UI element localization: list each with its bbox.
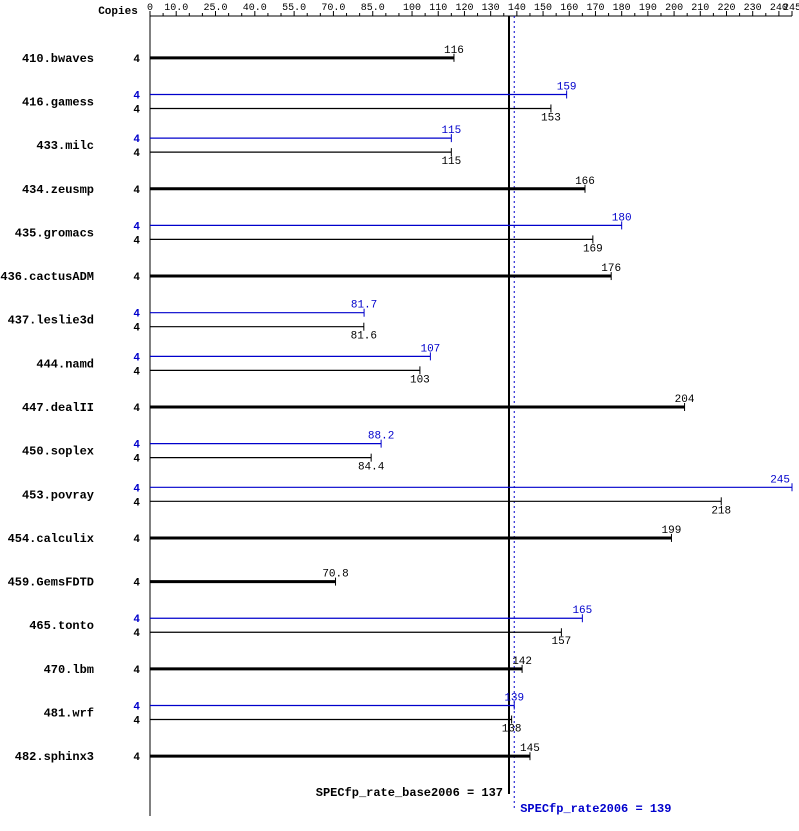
x-tick-label: 25.0 [204,3,228,14]
benchmark-label: 481.wrf [44,707,94,721]
ref-base-label: SPECfp_rate_base2006 = 137 [316,786,503,800]
base-bar-value: 84.4 [358,462,385,474]
x-tick-label: 190 [639,3,657,14]
x-tick-label: 230 [744,3,762,14]
base-bar-value: 142 [512,656,532,668]
x-tick-label: 55.0 [282,3,306,14]
copies-base: 4 [133,403,140,415]
benchmark-label: 453.povray [22,488,94,502]
base-bar-value: 70.8 [322,569,348,581]
base-bar-value: 169 [583,243,603,255]
peak-bar-value: 159 [557,81,577,93]
x-tick-label: 120 [455,3,473,14]
x-tick-label: 245 [783,3,799,14]
copies-peak: 4 [133,134,140,146]
base-bar-value: 115 [441,156,461,168]
base-bar-value: 204 [675,394,695,406]
x-tick-label: 10.0 [164,3,188,14]
base-bar-value: 166 [575,176,595,188]
base-bar-value: 145 [520,743,540,755]
copies-base: 4 [133,185,140,197]
copies-header: Copies [98,6,138,18]
benchmark-label: 437.leslie3d [8,314,94,328]
base-bar-value: 218 [711,505,731,517]
x-tick-label: 150 [534,3,552,14]
x-tick-label: 110 [429,3,447,14]
copies-peak: 4 [133,309,140,321]
x-tick-label: 130 [482,3,500,14]
benchmark-label: 465.tonto [29,619,94,633]
x-tick-label: 200 [665,3,683,14]
peak-bar-value: 165 [572,605,592,617]
ref-peak-label: SPECfp_rate2006 = 139 [520,802,671,816]
benchmark-label: 416.gamess [22,95,94,109]
benchmark-label: 436.cactusADM [0,270,94,284]
copies-peak: 4 [133,352,140,364]
base-bar-value: 81.6 [351,331,377,343]
peak-bar-value: 245 [770,474,790,486]
copies-base: 4 [133,454,140,466]
x-tick-label: 170 [586,3,604,14]
x-tick-label: 160 [560,3,578,14]
x-tick-label: 180 [613,3,631,14]
x-tick-label: 0 [147,3,153,14]
copies-base: 4 [133,534,140,546]
copies-base: 4 [133,323,140,335]
copies-peak: 4 [133,702,140,714]
copies-base: 4 [133,716,140,728]
copies-peak: 4 [133,483,140,495]
x-tick-label: 40.0 [243,3,267,14]
benchmark-label: 454.calculix [8,532,94,546]
benchmark-label: 482.sphinx3 [15,750,94,764]
peak-bar-value: 88.2 [368,431,394,443]
copies-base: 4 [133,578,140,590]
x-tick-label: 210 [691,3,709,14]
copies-base: 4 [133,366,140,378]
base-bar-value: 138 [502,724,522,736]
copies-base: 4 [133,752,140,764]
copies-peak: 4 [133,221,140,233]
copies-base: 4 [133,628,140,640]
copies-base: 4 [133,497,140,509]
peak-bar-value: 107 [420,343,440,355]
x-tick-label: 85.0 [361,3,385,14]
base-bar-value: 157 [551,636,571,648]
chart-background [0,0,799,831]
copies-base: 4 [133,148,140,160]
benchmark-label: 435.gromacs [15,226,94,240]
x-tick-label: 70.0 [321,3,345,14]
copies-peak: 4 [133,440,140,452]
x-tick-label: 140 [508,3,526,14]
benchmark-label: 450.soplex [22,445,94,459]
base-bar-value: 176 [601,263,621,275]
copies-base: 4 [133,272,140,284]
benchmark-label: 410.bwaves [22,52,94,66]
base-bar-value: 103 [410,374,430,386]
copies-base: 4 [133,104,140,116]
base-bar-value: 153 [541,112,561,124]
benchmark-label: 434.zeusmp [22,183,94,197]
peak-bar-value: 180 [612,212,632,224]
benchmark-label: 470.lbm [44,663,94,677]
peak-bar-value: 115 [441,125,461,137]
base-bar-value: 199 [662,525,682,537]
benchmark-label: 444.namd [36,357,94,371]
x-tick-label: 100 [403,3,421,14]
copies-base: 4 [133,665,140,677]
copies-base: 4 [133,235,140,247]
benchmark-label: 433.milc [36,139,94,153]
x-tick-label: 220 [717,3,735,14]
benchmark-label: 447.dealII [22,401,94,415]
copies-base: 4 [133,54,140,66]
peak-bar-value: 139 [504,693,524,705]
benchmark-label: 459.GemsFDTD [8,576,94,590]
base-bar-value: 116 [444,45,464,57]
peak-bar-value: 81.7 [351,300,377,312]
copies-peak: 4 [133,614,140,626]
copies-peak: 4 [133,90,140,102]
benchmark-chart: 0 10.0 25.0 40.0 55.0 70.0 85.0 100 110 120 130 140… [0,0,799,831]
